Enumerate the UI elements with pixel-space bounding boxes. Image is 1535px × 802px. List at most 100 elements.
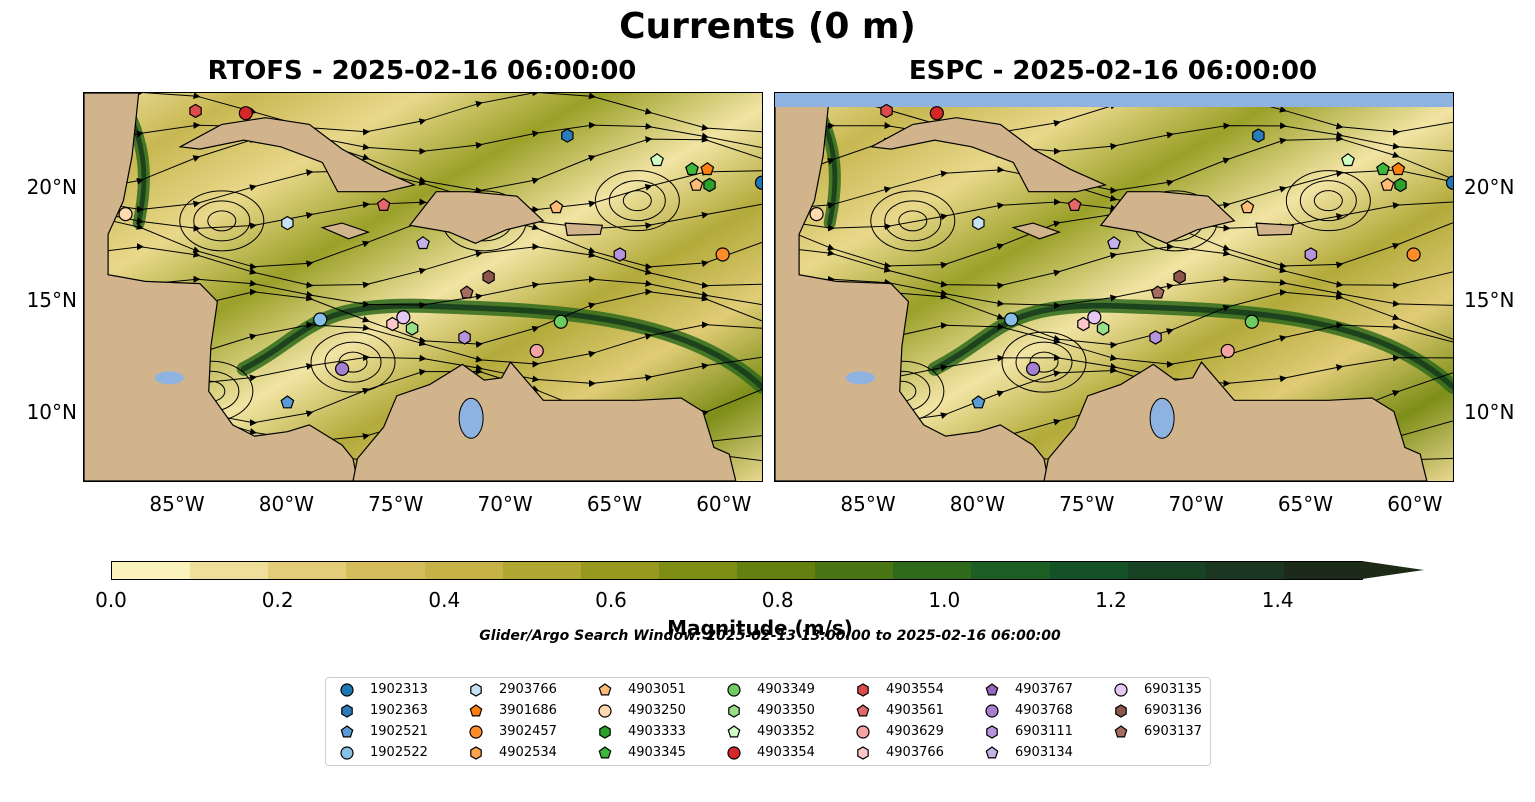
lake-nicaragua: [154, 371, 184, 385]
circle-marker-icon: [985, 704, 999, 718]
hexagon-marker-icon: [470, 683, 482, 697]
lon-tick-label: 65°W: [1277, 492, 1334, 516]
colorbar-segment: [346, 562, 425, 579]
cuba-land: [869, 117, 1108, 193]
circle-marker-icon: [727, 746, 741, 760]
lon-tick-label: 75°W: [1059, 492, 1115, 516]
lon-tick-label: 75°W: [368, 492, 424, 516]
colorbar-segment: [815, 562, 894, 579]
puerto-rico-land: [1255, 222, 1295, 237]
pentagon-marker-icon: [727, 725, 741, 738]
eddy-streamline: [1001, 331, 1087, 393]
jamaica-land: [320, 222, 371, 240]
float-3902457-marker: [1406, 247, 1421, 262]
espc-panel-title: ESPC - 2025-02-16 06:00:00: [908, 56, 1318, 86]
float-6903111-marker: [1149, 330, 1162, 345]
eddy-streamline: [1299, 180, 1357, 222]
float-2903766-marker: [281, 215, 294, 231]
float-3902457-marker: [715, 247, 730, 262]
pentagon-marker-icon: [598, 746, 612, 759]
colorbar-segment: [737, 562, 816, 579]
central-america-land: [84, 93, 359, 481]
colorbar-segment: [424, 562, 503, 579]
lon-tick-label: 85°W: [149, 492, 205, 516]
circle-marker-icon: [469, 725, 483, 739]
colorbar-segment: [268, 562, 347, 579]
hexagon-marker-icon: [728, 704, 740, 718]
lake-maracaibo: [458, 397, 484, 439]
float-4903250-marker: [809, 207, 824, 222]
float-6903134-marker: [416, 236, 430, 250]
float-4903554-marker: [880, 103, 893, 119]
eddy-streamline: [1015, 341, 1073, 383]
float-4903629-marker: [1220, 343, 1235, 359]
pentagon-marker-icon: [985, 746, 999, 759]
float-4903352-marker: [1341, 153, 1355, 167]
legend-label: 4903554: [886, 682, 944, 697]
lon-tick-label: 60°W: [696, 492, 752, 516]
legend-label: 6903137: [1144, 724, 1202, 739]
float-4903352-marker: [650, 153, 664, 167]
circle-marker-icon: [340, 746, 354, 760]
float-4903766-marker: [386, 316, 399, 332]
legend-label: 6903135: [1144, 682, 1202, 697]
float-3901686-marker: [700, 162, 715, 176]
colorbar-segment: [1049, 562, 1128, 579]
float-4903561-marker: [1067, 197, 1082, 211]
float-6903111-marker: [1304, 247, 1318, 262]
float-6903111-marker: [613, 247, 627, 262]
float-2903766-marker: [972, 215, 985, 231]
legend-label: 4903349: [757, 682, 815, 697]
colorbar-tick-label: 1.0: [928, 588, 961, 612]
lat-tick-label-left: 20°N: [26, 175, 77, 200]
colorbar-segment: [893, 562, 972, 579]
espc-map-canvas: [775, 93, 1453, 481]
legend-label: 4903768: [1015, 703, 1073, 718]
hexagon-marker-icon: [470, 746, 482, 760]
pentagon-marker-icon: [985, 683, 999, 696]
espc-map-panel[interactable]: [774, 92, 1454, 482]
circle-marker-icon: [727, 683, 741, 697]
legend-label: 6903134: [1015, 745, 1073, 760]
hexagon-marker-icon: [599, 725, 611, 739]
float-4903333-marker: [703, 177, 716, 193]
float-4903354-marker: [238, 106, 253, 121]
colorbar-tick-label: 1.4: [1261, 588, 1294, 612]
rtofs-map-panel[interactable]: [83, 92, 763, 482]
colorbar-tick-label: 0.0: [95, 588, 127, 612]
lon-tick-label: 65°W: [586, 492, 643, 516]
legend-label: 1902313: [370, 682, 428, 697]
float-4903350-marker: [405, 321, 419, 336]
colorbar-tick-label: 0.8: [761, 588, 794, 612]
south-america-land: [1043, 361, 1428, 481]
lon-tick-label: 70°W: [1168, 492, 1224, 516]
float-4903349-marker: [553, 314, 568, 329]
streamline: [84, 93, 762, 136]
hexagon-marker-icon: [1115, 704, 1127, 718]
float-1902363-marker: [561, 128, 574, 143]
float-4903051-marker: [1240, 200, 1255, 214]
float-4903561-marker: [376, 197, 391, 211]
legend-label: 3901686: [499, 703, 557, 718]
legend-label: 4903767: [1015, 682, 1073, 697]
float-1902522-marker: [313, 312, 328, 327]
legend-label: 4903352: [757, 724, 815, 739]
colorbar-segment: [1205, 562, 1284, 579]
lat-tick-label-right: 15°N: [1464, 287, 1515, 312]
eddy-streamline: [1029, 351, 1059, 373]
legend-label: 2903766: [499, 682, 557, 697]
hexagon-marker-icon: [857, 683, 869, 697]
eddy-streamline: [870, 190, 956, 252]
float-4903349-marker: [1244, 314, 1259, 329]
colorbar-tick-label: 0.4: [428, 588, 461, 612]
eddy-streamline: [179, 190, 265, 252]
colorbar-segment: [580, 562, 659, 579]
float-4903768-marker: [334, 361, 350, 376]
search-window-note: Glider/Argo Search Window: 2025-02-13 13…: [479, 628, 1061, 644]
colorbar-tick-label: 0.2: [261, 588, 294, 612]
legend-label: 6903136: [1144, 703, 1202, 718]
colorbar-segment: [112, 562, 191, 579]
float-6903111-marker: [458, 330, 471, 345]
eddy-streamline: [1313, 190, 1343, 212]
lon-tick-label: 70°W: [477, 492, 533, 516]
